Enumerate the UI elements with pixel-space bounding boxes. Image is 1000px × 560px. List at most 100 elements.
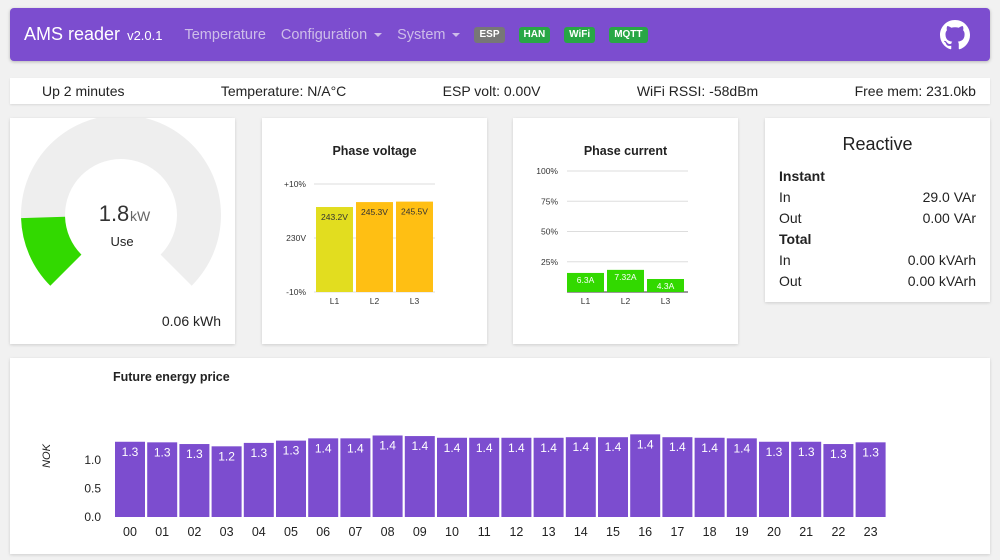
row-value: 0.00 kVArh bbox=[907, 272, 976, 289]
price-bar-14 bbox=[565, 437, 596, 517]
price-bar-09 bbox=[404, 436, 435, 517]
x-tick-label: L1 bbox=[330, 296, 340, 306]
y-tick-label: -10% bbox=[286, 287, 306, 297]
esp-volt-text: ESP volt: 0.00V bbox=[442, 83, 541, 99]
x-tick-label: 03 bbox=[220, 525, 234, 539]
price-bar-05 bbox=[276, 440, 306, 517]
nav-system[interactable]: System bbox=[397, 27, 461, 43]
row-label: In bbox=[779, 251, 791, 268]
price-bar-label: 1.3 bbox=[154, 445, 171, 459]
phase-voltage-card: Phase voltage +10% 230V -10% 243.2V L1 245.3V… bbox=[262, 118, 487, 344]
price-bar-label: 1.3 bbox=[186, 447, 203, 461]
voltage-bar-label: 245.3V bbox=[361, 207, 388, 217]
price-chart: 0.0 0.5 1.0 NOK 1.3 00 1.3 01 1.3 02 1.2 03 1.3 04 1.3… bbox=[41, 434, 886, 539]
nav-configuration[interactable]: Configuration bbox=[281, 27, 383, 43]
x-tick-label: L2 bbox=[370, 296, 380, 306]
price-bar-23 bbox=[855, 442, 886, 517]
price-bar-label: 1.4 bbox=[347, 441, 364, 455]
chevron-down-icon bbox=[374, 32, 383, 37]
price-bar-label: 1.4 bbox=[540, 441, 557, 455]
price-bar-15 bbox=[598, 437, 628, 517]
x-tick-label: 14 bbox=[574, 525, 588, 539]
x-tick-label: L3 bbox=[661, 296, 671, 306]
x-tick-label: L1 bbox=[581, 296, 591, 306]
wifi-badge: WiFi bbox=[564, 26, 596, 43]
row-label: In bbox=[779, 188, 791, 205]
gauge-energy: 0.06 kWh bbox=[162, 313, 221, 329]
gauge-value: 1.8 bbox=[99, 201, 130, 226]
price-bar-label: 1.4 bbox=[572, 440, 589, 454]
x-tick-label: 17 bbox=[670, 525, 684, 539]
x-tick-label: 06 bbox=[316, 525, 330, 539]
x-tick-label: 05 bbox=[284, 525, 298, 539]
x-tick-label: 12 bbox=[509, 525, 523, 539]
x-tick-label: 21 bbox=[799, 525, 813, 539]
price-bar-label: 1.3 bbox=[250, 446, 267, 460]
voltage-bar-label: 245.5V bbox=[401, 207, 428, 217]
reactive-card: Reactive Instant In 29.0 VAr Out 0.00 VAr … bbox=[765, 118, 990, 302]
price-bar-label: 1.4 bbox=[508, 441, 525, 455]
price-bar-10 bbox=[437, 437, 467, 517]
esp-badge: ESP bbox=[474, 26, 505, 43]
x-tick-label: 20 bbox=[767, 525, 781, 539]
voltage-bar-l2 bbox=[356, 202, 393, 292]
x-tick-label: 18 bbox=[703, 525, 717, 539]
x-tick-label: 08 bbox=[381, 525, 395, 539]
row-value: 0.00 kVArh bbox=[907, 251, 976, 268]
instant-in-row: In 29.0 VAr bbox=[765, 186, 990, 207]
row-label: Out bbox=[779, 272, 802, 289]
y-tick-label: 0.0 bbox=[84, 510, 101, 524]
x-tick-label: 10 bbox=[445, 525, 459, 539]
mqtt-badge: MQTT bbox=[609, 26, 648, 43]
brand-title: AMS reader bbox=[24, 24, 121, 44]
price-bar-04 bbox=[243, 442, 274, 517]
price-bar-01 bbox=[147, 442, 178, 517]
phase-voltage-title: Phase voltage bbox=[332, 144, 417, 158]
y-axis-label: NOK bbox=[41, 443, 53, 468]
voltage-bar-label: 243.2V bbox=[321, 212, 348, 222]
x-tick-label: 13 bbox=[542, 525, 556, 539]
x-tick-label: 22 bbox=[831, 525, 845, 539]
y-tick-label: 50% bbox=[541, 227, 558, 237]
gauge-unit: kW bbox=[130, 208, 151, 224]
github-icon[interactable] bbox=[940, 20, 970, 50]
gauge-fill bbox=[21, 216, 82, 286]
x-tick-label: 16 bbox=[638, 525, 652, 539]
price-bar-21 bbox=[791, 441, 822, 517]
nav-temperature[interactable]: Temperature bbox=[184, 27, 265, 43]
price-bar-label: 1.3 bbox=[830, 447, 847, 461]
price-bar-08 bbox=[372, 435, 403, 517]
current-bar-l3 bbox=[647, 278, 684, 292]
price-bar-label: 1.4 bbox=[701, 441, 718, 455]
x-tick-label: 07 bbox=[348, 525, 362, 539]
price-bar-label: 1.3 bbox=[798, 445, 815, 459]
row-value: 0.00 VAr bbox=[922, 209, 976, 226]
price-bar-label: 1.4 bbox=[605, 440, 622, 454]
row-label: Out bbox=[779, 209, 802, 226]
price-bar-19 bbox=[726, 438, 757, 517]
han-badge: HAN bbox=[518, 26, 551, 43]
price-bar-label: 1.3 bbox=[766, 445, 783, 459]
price-chart-title: Future energy price bbox=[113, 370, 230, 384]
current-bar-label: 6.3A bbox=[577, 275, 595, 285]
total-out-row: Out 0.00 kVArh bbox=[765, 270, 990, 291]
y-tick-label: 1.0 bbox=[84, 453, 101, 467]
uptime-text: Up 2 minutes bbox=[42, 83, 125, 99]
price-bar-label: 1.3 bbox=[283, 444, 300, 458]
price-bar-12 bbox=[501, 437, 532, 517]
price-bar-11 bbox=[469, 437, 500, 517]
price-bar-label: 1.4 bbox=[733, 441, 750, 455]
price-bar-label: 1.4 bbox=[379, 438, 396, 452]
chevron-down-icon bbox=[452, 32, 461, 37]
x-tick-label: 01 bbox=[155, 525, 169, 539]
x-tick-label: 11 bbox=[478, 525, 491, 539]
current-bar-l2 bbox=[607, 269, 644, 292]
price-bar-label: 1.4 bbox=[637, 437, 654, 451]
power-gauge-card: 1.8 kW Use 0.06 kWh bbox=[10, 114, 235, 344]
brand[interactable]: AMS reader v2.0.1 bbox=[24, 24, 162, 45]
x-tick-label: 23 bbox=[864, 525, 878, 539]
row-value: 29.0 VAr bbox=[922, 188, 976, 205]
free-mem-text: Free mem: 231.0kb bbox=[854, 83, 976, 99]
x-tick-label: 15 bbox=[606, 525, 620, 539]
instant-out-row: Out 0.00 VAr bbox=[765, 207, 990, 228]
